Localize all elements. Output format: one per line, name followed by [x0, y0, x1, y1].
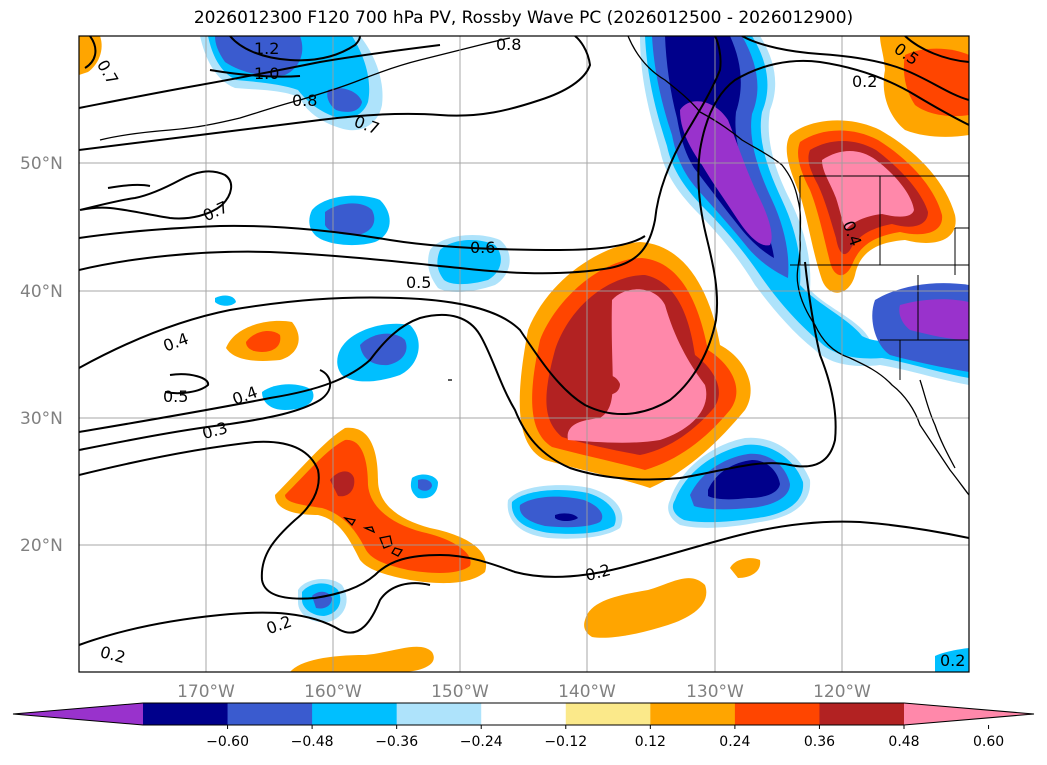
coastlines — [99, 36, 969, 557]
colorbar-tick-label: 0.60 — [973, 734, 1004, 750]
contour-label: 0.2 — [940, 651, 965, 670]
colorbar-tick-label: 0.48 — [888, 734, 919, 750]
contour-label: 1.0 — [254, 64, 279, 83]
lon-label-120w: 120°W — [813, 682, 871, 702]
graticule — [79, 36, 969, 672]
pv-contours — [79, 36, 969, 646]
colorbar-tick-label: −0.12 — [544, 734, 587, 750]
longitude-labels: 170°W 160°W 150°W 140°W 130°W 120°W — [177, 682, 871, 702]
colorbar-segment — [819, 703, 905, 725]
colorbar-tick-label: −0.60 — [206, 734, 249, 750]
contour-label: 0.2 — [852, 72, 877, 91]
pv-anomaly-fills — [79, 36, 969, 672]
colorbar-segment — [143, 703, 229, 725]
lon-label-140w: 140°W — [558, 682, 616, 702]
colorbar-extend-low — [13, 703, 143, 725]
borders — [790, 175, 969, 380]
contour-label: 0.6 — [470, 238, 495, 257]
colorbar-extend-high — [904, 703, 1034, 725]
colorbar-tick-label: −0.48 — [291, 734, 334, 750]
contour-label: 0.8 — [292, 91, 317, 110]
contour-label: 1.2 — [254, 39, 279, 58]
contour-label: 0.5 — [163, 387, 188, 406]
contour-label: 0.5 — [406, 273, 431, 292]
map-frame — [78, 35, 970, 673]
colorbar-segment — [565, 703, 651, 725]
latitude-labels: 50°N 40°N 30°N 20°N — [20, 154, 63, 556]
colorbar-tick-label: 0.36 — [804, 734, 835, 750]
colorbar-tick-label: −0.24 — [460, 734, 503, 750]
lat-label-30n: 30°N — [20, 409, 63, 429]
colorbar-tick-label: 0.24 — [719, 734, 750, 750]
positive-anomaly-central-4 — [567, 289, 707, 443]
map-title: 2026012300 F120 700 hPa PV, Rossby Wave … — [193, 8, 854, 28]
colorbar-segment — [312, 703, 398, 725]
colorbar-tick-label: −0.36 — [375, 734, 418, 750]
lon-label-160w: 160°W — [304, 682, 362, 702]
map-panel: 1.2 1.0 0.8 0.8 0.7 0.7 0.7 0.6 0.5 0.5 … — [79, 35, 969, 672]
lat-label-50n: 50°N — [20, 154, 63, 174]
lat-label-40n: 40°N — [20, 282, 63, 302]
colorbar-segment — [481, 703, 567, 725]
lat-label-20n: 20°N — [20, 536, 63, 556]
colorbar-outline — [12, 702, 1035, 726]
colorbar-segment — [396, 703, 482, 725]
colorbar: −0.60 −0.48 −0.36 −0.24 −0.12 0.12 0.24 0.36 0.4… — [12, 702, 1035, 750]
colorbar-segment — [734, 703, 820, 725]
colorbar-segment — [227, 703, 313, 725]
lon-label-150w: 150°W — [431, 682, 489, 702]
lon-label-170w: 170°W — [177, 682, 235, 702]
colorbar-segment — [650, 703, 736, 725]
lon-label-130w: 130°W — [686, 682, 744, 702]
colorbar-tick-label: 0.12 — [635, 734, 666, 750]
contour-label: 0.8 — [496, 35, 521, 54]
